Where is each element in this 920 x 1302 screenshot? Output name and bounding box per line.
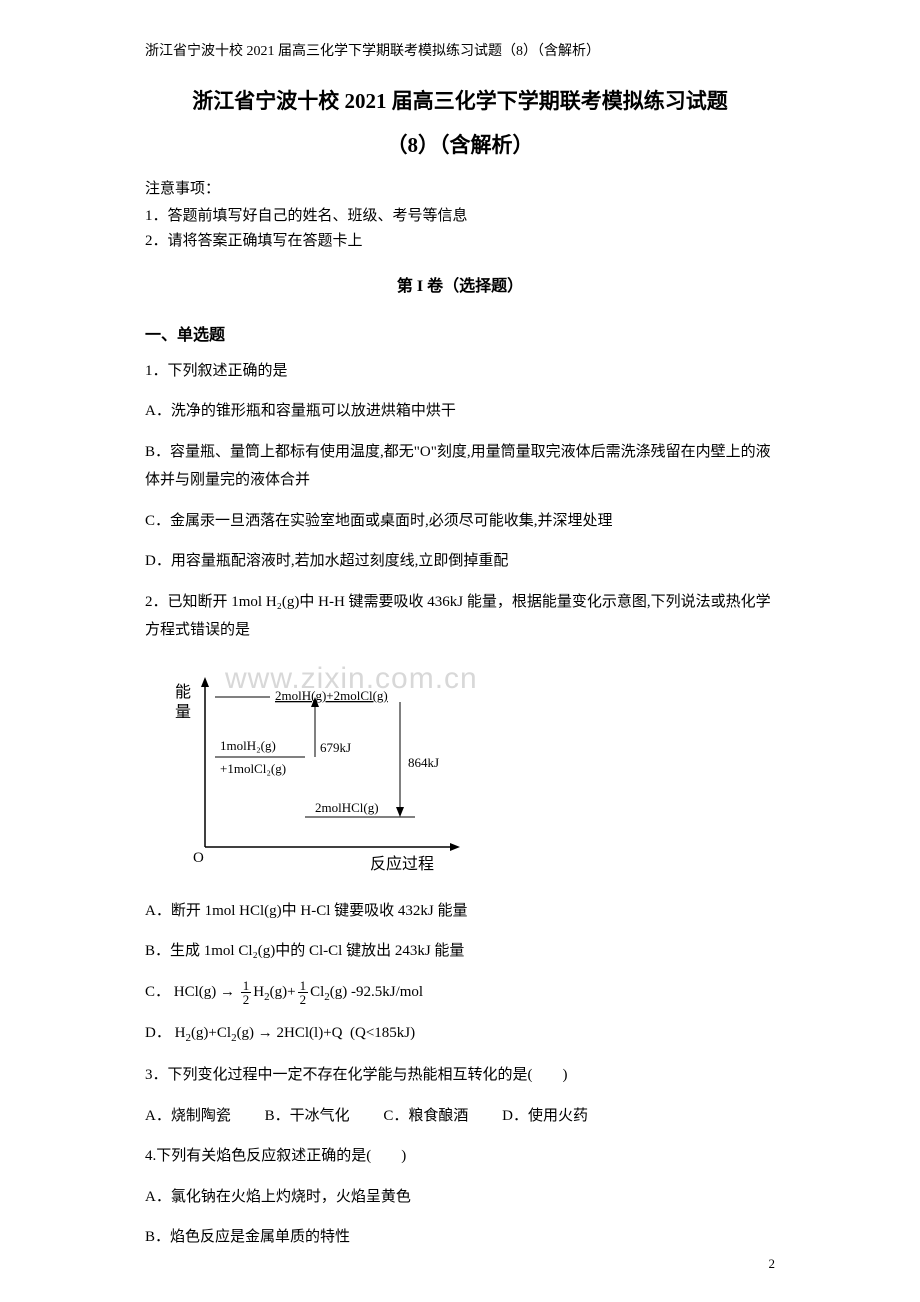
q1-text: 1．下列叙述正确的是 (145, 357, 775, 386)
q3-option-c: C．粮食酿酒 (383, 1108, 468, 1124)
watermark-text: www.zixin.com.cn (225, 662, 478, 696)
q3-text: 3．下列变化过程中一定不存在化学能与热能相互转化的是( ) (145, 1061, 775, 1090)
q2-option-a: A．断开 1mol HCl(g)中 H-Cl 键要吸收 432kJ 能量 (145, 897, 775, 926)
q2-optd-formula: H2(g)+Cl2(g) → 2HCl(l)+Q (Q<185kJ) (175, 1025, 416, 1041)
x-axis-label: 反应过程 (370, 854, 434, 873)
main-title-line2: （8）（含解析） (145, 129, 775, 159)
page-number: 2 (769, 1256, 776, 1272)
q3-option-a: A．烧制陶瓷 (145, 1108, 231, 1124)
section-title: 第 I 卷（选择题） (145, 272, 775, 296)
notice-item-2: 2．请将答案正确填写在答题卡上 (145, 229, 775, 250)
q4-option-b: B．焰色反应是金属单质的特性 (145, 1223, 775, 1252)
page-header: 浙江省宁波十校 2021 届高三化学下学期联考模拟练习试题（8）（含解析） (145, 40, 775, 60)
q2-text: 2．已知断开 1mol H₂(g)中 H-H 键需要吸收 436kJ 能量，根据… (145, 588, 775, 645)
q2-optc-formula: HCl(g) → 12H2(g)+12Cl2(g) -92.5kJ/mol (174, 984, 423, 1000)
q1-option-c: C．金属汞一旦洒落在实验室地面或桌面时,必须尽可能收集,并深埋处理 (145, 507, 775, 536)
left-state-1: 1molH₂(g) (220, 738, 276, 753)
y-axis-label-bottom: 量 (175, 704, 191, 721)
q2-optc-prefix: C． (145, 984, 170, 1000)
q3-option-d: D．使用火药 (502, 1108, 588, 1124)
q2-option-c: C． HCl(g) → 12H2(g)+12Cl2(g) -92.5kJ/mol (145, 978, 775, 1008)
energy-679: 679kJ (320, 740, 351, 755)
q3-options: A．烧制陶瓷 B．干冰气化 C．粮食酿酒 D．使用火药 (145, 1102, 775, 1131)
subsection-title: 一、单选题 (145, 321, 775, 345)
energy-diagram: www.zixin.com.cn 能 量 2molH(g)+2molCl(g) … (165, 657, 485, 877)
notice-heading: 注意事项： (145, 177, 775, 198)
notice-item-1: 1．答题前填写好自己的姓名、班级、考号等信息 (145, 204, 775, 225)
q1-option-d: D．用容量瓶配溶液时,若加水超过刻度线,立即倒掉重配 (145, 547, 775, 576)
y-axis-label-top: 能 (175, 683, 191, 701)
q2-optd-prefix: D． (145, 1025, 171, 1041)
q1-option-a: A．洗净的锥形瓶和容量瓶可以放进烘箱中烘干 (145, 397, 775, 426)
main-title-line1: 浙江省宁波十校 2021 届高三化学下学期联考模拟练习试题 (145, 85, 775, 119)
mid-state: 2molHCl(g) (315, 800, 379, 815)
q4-option-a: A．氯化钠在火焰上灼烧时，火焰呈黄色 (145, 1183, 775, 1212)
q1-option-b: B．容量瓶、量筒上都标有使用温度,都无"O"刻度,用量筒量取完液体后需洗涤残留在… (145, 438, 775, 495)
energy-864: 864kJ (408, 755, 439, 770)
left-state-2: +1molCl₂(g) (220, 761, 286, 776)
q2-option-d: D． H2(g)+Cl2(g) → 2HCl(l)+Q (Q<185kJ) (145, 1019, 775, 1049)
origin-label: O (193, 850, 204, 866)
q3-option-b: B．干冰气化 (265, 1108, 350, 1124)
q4-text: 4.下列有关焰色反应叙述正确的是( ) (145, 1142, 775, 1171)
q2-option-b: B．生成 1mol Cl₂(g)中的 Cl-Cl 键放出 243kJ 能量 (145, 937, 775, 966)
